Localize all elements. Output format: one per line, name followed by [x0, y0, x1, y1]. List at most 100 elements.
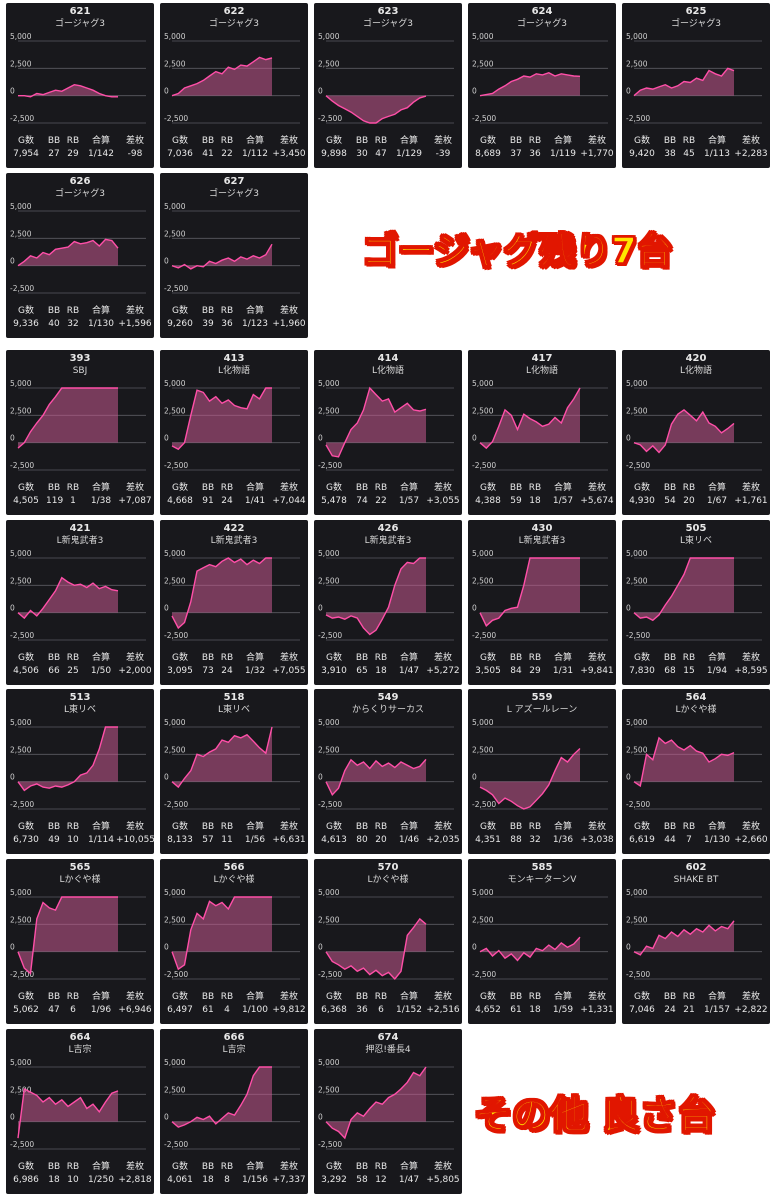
diff-chart: 5,000 2,500 0 -2,500: [10, 202, 146, 294]
diff-area: [634, 737, 734, 786]
stat-value: 18: [48, 1175, 60, 1185]
y-tick-label: 2,500: [164, 576, 186, 585]
stat-value: 4,061: [167, 1175, 193, 1185]
stat-value: 119: [46, 496, 64, 506]
stat-value: 18: [529, 496, 541, 506]
stat-value: 3,505: [475, 666, 501, 676]
stat-diff: 差枚 +2,035: [424, 821, 462, 847]
y-tick-label: 0: [164, 943, 169, 952]
stat-g: G数 9,336: [8, 305, 44, 331]
stat-label: 差枚: [433, 1162, 452, 1172]
machine-panel: 518 L東リベ 5,000 2,500 0 -2,500 G数 8,133 BB 57 RB 11 合…: [160, 689, 308, 854]
machine-name: L新鬼武者3: [364, 536, 412, 546]
diff-area: [172, 1067, 272, 1128]
panel-header: 626 ゴージャグ3: [6, 176, 154, 200]
stat-value: 39: [202, 319, 214, 329]
diff-chart: 5,000 2,500 0 -2,500: [164, 1058, 300, 1150]
stat-value: 1/46: [398, 835, 420, 845]
machine-name: L東リベ: [63, 705, 96, 715]
stat-value: 18: [375, 666, 387, 676]
y-tick-label: 0: [318, 87, 323, 96]
stat-label: RB: [374, 992, 388, 1002]
machine-name: L アズールレーン: [506, 705, 578, 715]
stat-prob: 合算 1/113: [700, 135, 734, 161]
stat-label: 差枚: [125, 992, 144, 1002]
stat-label: 差枚: [279, 653, 298, 663]
stat-rb: RB 22: [372, 482, 390, 508]
stat-label: 合算: [553, 822, 572, 832]
stat-label: BB: [355, 822, 369, 832]
stat-value: 4,613: [321, 835, 347, 845]
stats-row: G数 7,830 BB 68 RB 15 合算 1/94 差枚 +8,595: [622, 652, 770, 682]
panel-header: 413 L化物語: [160, 353, 308, 377]
stat-label: RB: [374, 653, 388, 663]
stats-row: G数 4,652 BB 61 RB 18 合算 1/59 差枚 +1,331: [468, 991, 616, 1021]
stat-value: 1/38: [90, 496, 112, 506]
stat-value: 41: [202, 149, 214, 159]
diff-area: [18, 897, 118, 974]
stat-label: 合算: [399, 992, 418, 1002]
machine-number: 666: [223, 1032, 245, 1043]
machine-panel: 421 L新鬼武者3 5,000 2,500 0 -2,500 G数 4,506 BB 66 RB 2…: [6, 520, 154, 685]
machine-panel: 413 L化物語 5,000 2,500 0 -2,500 G数 4,668 BB 91 RB 24 合…: [160, 350, 308, 515]
stat-prob: 合算 1/250: [84, 1161, 118, 1187]
machine-number: 566: [223, 862, 245, 873]
machine-panel: 570 Lかぐや様 5,000 2,500 0 -2,500 G数 6,368 BB 36 RB 6 合…: [314, 859, 462, 1024]
y-tick-label: 5,000: [626, 888, 648, 897]
y-tick-label: -2,500: [472, 970, 496, 979]
stats-row: G数 9,260 BB 39 RB 36 合算 1/123 差枚 +1,960: [160, 305, 308, 335]
diff-area: [18, 577, 118, 619]
machine-panel: 505 L東リベ 5,000 2,500 0 -2,500 G数 7,830 BB 68 RB 15 合…: [622, 520, 770, 685]
stat-diff: 差枚 +10,055: [116, 821, 154, 847]
stat-diff: 差枚 +5,805: [424, 1161, 462, 1187]
stat-label: RB: [528, 483, 542, 493]
stat-value: 6,368: [321, 1005, 347, 1015]
stat-label: G数: [18, 992, 34, 1002]
stat-value: +6,946: [118, 1005, 152, 1015]
stat-diff: 差枚 +7,087: [116, 482, 154, 508]
y-tick-label: 2,500: [164, 915, 186, 924]
machine-name: L化物語: [217, 366, 250, 376]
stats-row: G数 7,046 BB 24 RB 21 合算 1/157 差枚 +2,822: [622, 991, 770, 1021]
diff-line: [171, 557, 272, 630]
stat-g: G数 6,497: [162, 991, 198, 1017]
diff-area: [634, 409, 734, 453]
machine-panel: 420 L化物語 5,000 2,500 0 -2,500 G数 4,930 BB 54 RB 20 合…: [622, 350, 770, 515]
y-tick-label: 5,000: [164, 379, 186, 388]
banner-other: その他 良さ台: [473, 1092, 716, 1137]
stat-rb: RB 1: [64, 482, 82, 508]
stat-label: 差枚: [433, 136, 452, 146]
stats-row: G数 5,478 BB 74 RB 22 合算 1/57 差枚 +3,055: [314, 482, 462, 512]
stat-rb: RB 7: [680, 821, 698, 847]
stat-label: G数: [480, 136, 496, 146]
panel-header: 602 SHAKE BT: [622, 862, 770, 886]
machine-name: ゴージャグ3: [208, 189, 260, 199]
stat-value: 9,336: [13, 319, 39, 329]
y-tick-label: 2,500: [626, 915, 648, 924]
machine-number: 559: [531, 692, 553, 703]
stat-value: 80: [356, 835, 368, 845]
stat-label: 差枚: [433, 822, 452, 832]
y-tick-label: 2,500: [472, 915, 494, 924]
stat-value: 58: [356, 1175, 368, 1185]
stat-prob: 合算 1/36: [546, 821, 580, 847]
diff-chart: 5,000 2,500 0 -2,500: [318, 718, 454, 810]
y-tick-label: 0: [318, 604, 323, 613]
stat-prob: 合算 1/47: [392, 652, 426, 678]
machine-name: L化物語: [525, 366, 558, 376]
panel-header: 570 Lかぐや様: [314, 862, 462, 886]
stat-label: RB: [66, 653, 80, 663]
machine-name: L東リベ: [679, 536, 712, 546]
stat-label: 合算: [245, 136, 264, 146]
stat-prob: 合算 1/47: [392, 1161, 426, 1187]
diff-chart: 5,000 2,500 0 -2,500: [472, 549, 608, 641]
diff-chart: 5,000 2,500 0 -2,500: [318, 32, 454, 124]
y-tick-label: 0: [472, 943, 477, 952]
stat-label: RB: [220, 822, 234, 832]
stat-value: +2,660: [734, 835, 768, 845]
stat-label: G数: [172, 483, 188, 493]
stats-row: G数 5,062 BB 47 RB 6 合算 1/96 差枚 +6,946: [6, 991, 154, 1021]
stat-bb: BB 18: [200, 1161, 216, 1187]
stat-label: RB: [682, 992, 696, 1002]
y-tick-label: 0: [472, 773, 477, 782]
